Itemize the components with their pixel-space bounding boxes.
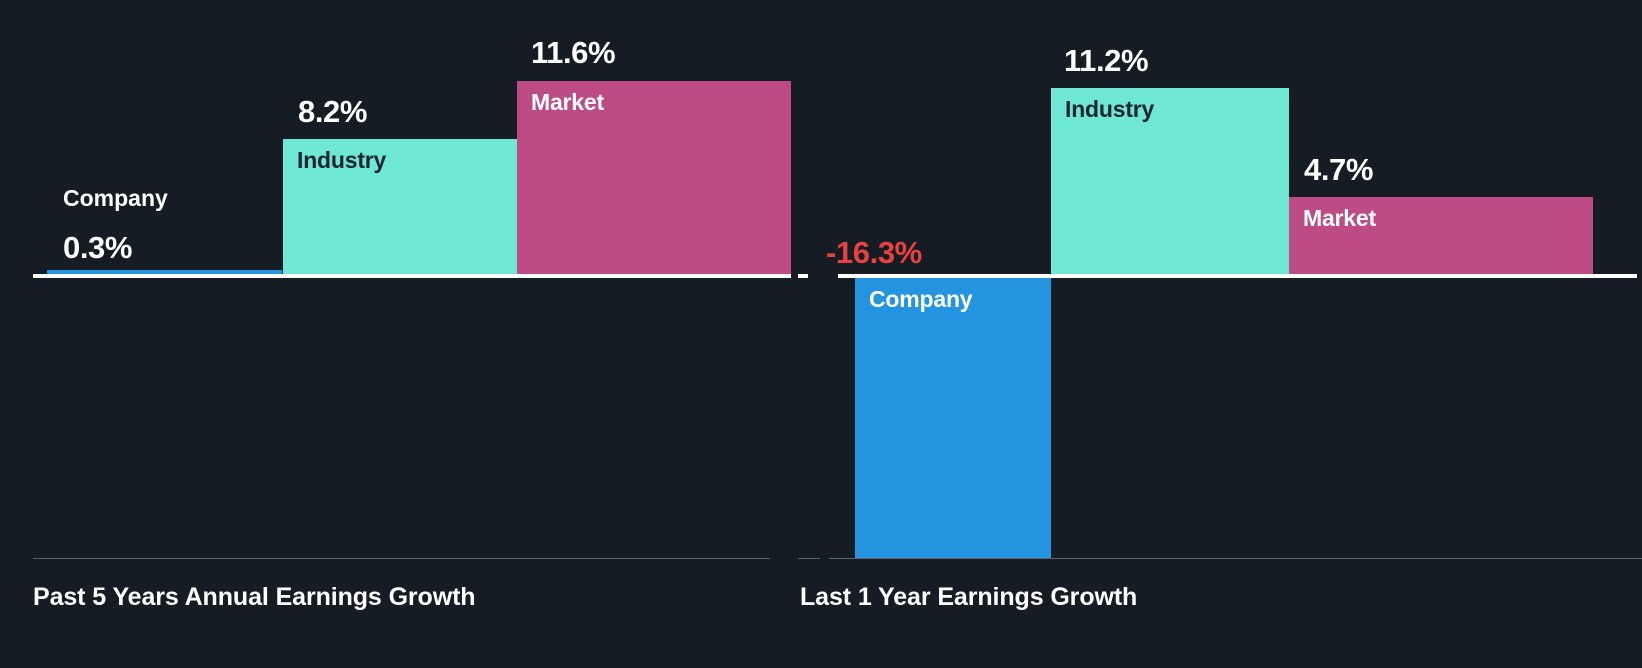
bar-company-last-1-year[interactable]: Company: [855, 278, 1051, 558]
bar-value-company-last-1-year: -16.3%: [826, 235, 922, 270]
bar-market-past-5-years[interactable]: Market: [517, 81, 791, 276]
bar-company-past-5-years[interactable]: [47, 270, 282, 276]
plot-area-last-1-year: Company -16.3% Industry 11.2% Market 4.7…: [798, 0, 1642, 560]
bar-industry-last-1-year[interactable]: Industry: [1051, 88, 1289, 274]
bar-label-market-last-1-year: Market: [1303, 205, 1376, 231]
zero-axis-tick-last-1-year: [798, 274, 808, 278]
bar-industry-past-5-years[interactable]: Industry: [283, 139, 517, 276]
zero-axis-line-past-5-years: [33, 274, 791, 278]
bar-value-industry-past-5-years: 8.2%: [298, 94, 368, 129]
zero-axis-line-last-1-year: [838, 274, 1637, 278]
chart-panel-last-1-year: Company -16.3% Industry 11.2% Market 4.7…: [798, 0, 1642, 668]
bar-market-last-1-year[interactable]: Market: [1289, 197, 1593, 274]
panel-title-last-1-year: Last 1 Year Earnings Growth: [800, 583, 1138, 611]
plot-area-past-5-years: Company 0.3% Industry 8.2% Market 11.6%: [0, 0, 808, 560]
bar-value-market-past-5-years: 11.6%: [531, 35, 616, 70]
bar-value-company-past-5-years: 0.3%: [63, 230, 133, 265]
bar-label-industry-last-1-year: Industry: [1065, 96, 1155, 122]
bar-value-market-last-1-year: 4.7%: [1304, 152, 1374, 187]
footer-rule-last-1-year: [829, 558, 1642, 559]
panel-title-past-5-years: Past 5 Years Annual Earnings Growth: [33, 583, 476, 611]
bar-label-company-last-1-year: Company: [869, 286, 973, 312]
bar-label-industry-past-5-years: Industry: [297, 147, 387, 173]
chart-panel-past-5-years: Company 0.3% Industry 8.2% Market 11.6% …: [0, 0, 808, 668]
bar-label-company-past-5-years: Company: [63, 185, 168, 211]
footer-rule-stub-last-1-year: [798, 558, 820, 559]
footer-rule-past-5-years: [33, 558, 770, 559]
bar-label-market-past-5-years: Market: [531, 89, 604, 115]
bar-value-industry-last-1-year: 11.2%: [1064, 43, 1149, 78]
